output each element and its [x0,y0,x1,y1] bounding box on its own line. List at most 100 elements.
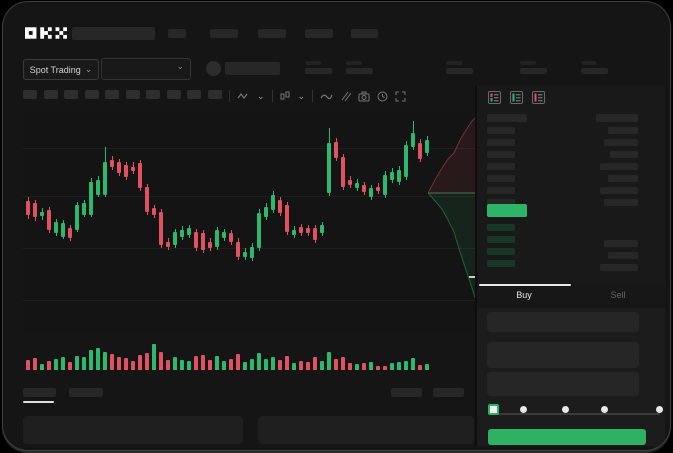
indicator-line-icon[interactable] [320,91,333,102]
candle [362,185,366,192]
nav-item-skeleton[interactable] [210,29,238,38]
total-input[interactable] [487,372,639,396]
orderbook-row-amount[interactable] [600,264,638,271]
candle [166,242,170,247]
orderbook-row-amount[interactable] [604,199,638,206]
market-type-selector[interactable]: Spot Trading ⌄ [23,59,99,80]
tab-buy[interactable]: Buy [516,290,532,300]
toolbar-button-skeleton[interactable] [208,90,222,99]
stat-value-skeleton [346,68,373,74]
orderbook-row-price[interactable] [487,175,515,182]
orderbook-row-price[interactable] [487,163,515,170]
toolbar-button-skeleton[interactable] [167,90,181,99]
slider-stop[interactable] [562,406,569,413]
orderbook-row-amount[interactable] [608,175,638,182]
orderbook-row-price[interactable] [487,151,515,158]
orderbook-row-amount[interactable] [608,252,638,259]
toolbar-button-skeleton[interactable] [23,90,37,99]
orderbook-combined-view-icon[interactable] [488,91,501,104]
nav-item-skeleton[interactable] [168,29,186,38]
coin-avatar[interactable] [206,61,221,76]
orderbook-row-price[interactable] [487,224,515,231]
camera-icon[interactable] [358,91,370,102]
candle [404,145,408,177]
orderbook-bids-view-icon[interactable] [510,91,523,104]
orderbook-row-amount[interactable] [610,151,638,158]
orderbook-row-amount[interactable] [600,163,638,170]
candle [327,143,331,193]
nav-item-skeleton[interactable] [351,29,378,38]
volume-bar [236,354,240,370]
toolbar-button-skeleton[interactable] [187,90,201,99]
orderbook-row-price[interactable] [487,139,515,146]
orderbook-row-price[interactable] [487,248,515,255]
volume-chart[interactable] [23,335,435,370]
buy-submit-button[interactable] [488,429,646,445]
orderbook-row-amount[interactable] [604,240,638,247]
slider-stop[interactable] [601,406,608,413]
orderbook-row-price[interactable] [487,199,515,206]
slider-stop[interactable] [656,406,663,413]
chevron-down-icon[interactable]: ⌄ [297,90,306,101]
volume-bar [33,358,37,370]
toolbar-button-skeleton[interactable] [64,90,78,99]
candle [257,213,261,248]
orderbook-row-amount[interactable] [600,187,638,194]
chart-style-icon[interactable] [280,91,291,102]
slider-stop[interactable] [520,406,527,413]
history-clock-icon[interactable] [377,91,388,102]
orderbook-asks-view-icon[interactable] [532,91,545,104]
volume-bar [425,364,429,370]
fullscreen-icon[interactable] [395,91,406,102]
toolbar-button-skeleton[interactable] [126,90,140,99]
volume-bar [54,359,58,370]
last-price-badge[interactable] [487,204,527,217]
candle [138,163,142,188]
volume-bar [166,360,170,370]
orderbook-row-price[interactable] [487,187,515,194]
candle [411,133,415,147]
bottom-tab-indicator [23,401,54,403]
orderbook-row-price[interactable] [487,260,515,267]
bottom-action-skeleton[interactable] [391,388,422,397]
toolbar-button-skeleton[interactable] [105,90,119,99]
volume-bar [26,360,30,370]
candlestick-chart[interactable] [23,112,479,334]
okx-logo [25,27,67,39]
orderbook-row-price[interactable] [487,236,515,243]
candle [159,212,163,245]
volume-bar [383,366,387,370]
volume-bar [299,361,303,370]
amount-slider-track[interactable] [492,413,660,415]
orderbook-row-amount[interactable] [608,127,638,134]
volume-bar [68,362,72,370]
interval-icon[interactable] [237,91,250,102]
nav-item-skeleton[interactable] [258,29,286,38]
amount-input[interactable] [487,342,639,368]
bottom-action-skeleton[interactable] [433,388,464,397]
bottom-tab-skeleton-active[interactable] [23,388,56,397]
toolbar-button-skeleton[interactable] [146,90,160,99]
candle [390,172,394,180]
orderbook-row-price[interactable] [487,127,515,134]
compare-icon[interactable] [340,91,352,102]
volume-bar [390,363,394,370]
chevron-down-icon[interactable]: ⌄ [257,90,265,101]
candle [68,228,72,238]
volume-bar [215,356,219,370]
toolbar-button-skeleton[interactable] [44,90,58,99]
orderbook-header-price-skeleton [487,114,527,122]
price-input[interactable] [487,312,639,332]
volume-bar [47,361,51,370]
candle [47,210,51,230]
nav-item-skeleton[interactable] [305,29,333,38]
pair-selector-dropdown[interactable]: ⌄ [101,58,191,80]
toolbar-button-skeleton[interactable] [85,90,99,99]
candle [180,230,184,237]
orderbook-row-amount[interactable] [604,139,638,146]
volume-bar [138,355,142,370]
slider-handle[interactable] [488,404,499,415]
bottom-tab-skeleton[interactable] [69,388,103,397]
tab-sell[interactable]: Sell [610,290,626,300]
candle [320,225,324,233]
